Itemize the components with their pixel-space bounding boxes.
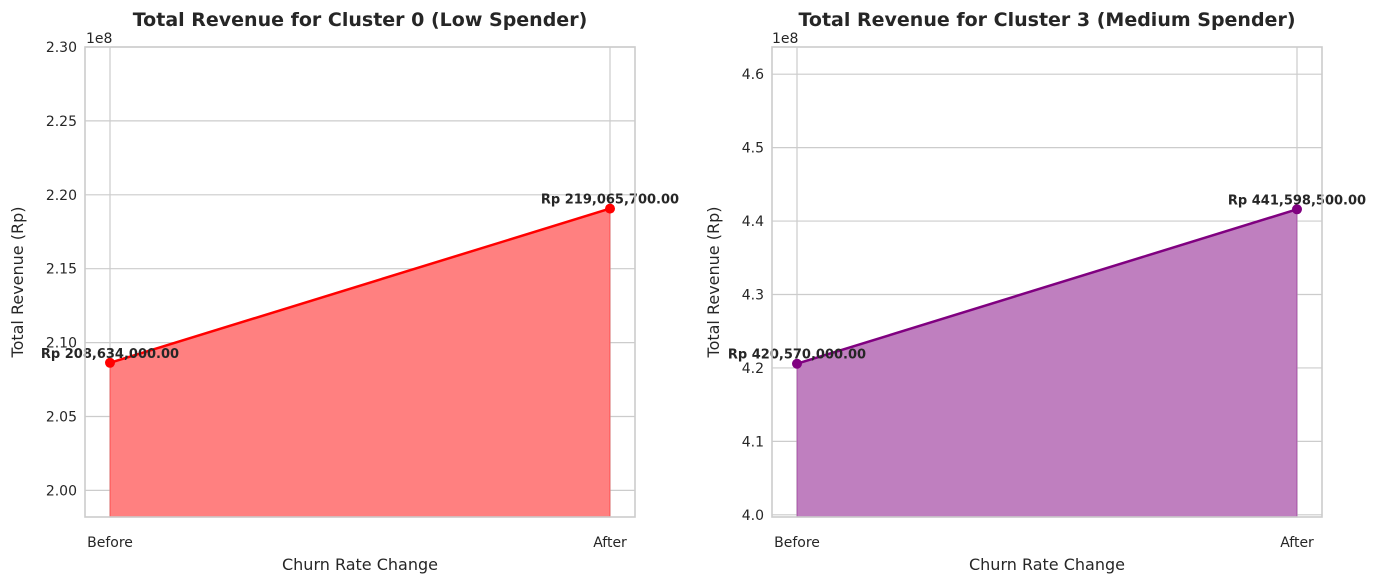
y-tick-label: 2.05 — [46, 409, 77, 425]
y-tick-label: 2.30 — [46, 40, 77, 56]
y-axis-label: Total Revenue (Rp) — [8, 207, 27, 359]
plot-frame — [84, 46, 636, 518]
y-offset-label: 1e8 — [86, 31, 112, 47]
plot-area: 2.00 2.05 2.10 2.15 2.20 2.25 2.30 Before After R… — [41, 40, 679, 551]
x-axis-label: Churn Rate Change — [969, 555, 1125, 574]
y-tick-label: 2.10 — [46, 336, 77, 352]
y-tick-label: 4.0 — [742, 508, 764, 524]
series-line — [796, 208, 1298, 365]
y-tick-label: 4.5 — [742, 141, 764, 157]
y-offset-label: 1e8 — [772, 31, 798, 47]
area-fill — [796, 208, 1298, 518]
data-label: Rp 420,570,000.00 — [728, 348, 866, 363]
data-point — [605, 203, 615, 214]
data-point — [792, 358, 802, 369]
y-tick-label: 2.25 — [46, 114, 77, 130]
y-tick-label: 2.20 — [46, 188, 77, 204]
data-point — [105, 357, 115, 368]
chart-title: Total Revenue for Cluster 3 (Medium Spen… — [798, 9, 1295, 31]
y-tick-label: 4.2 — [742, 361, 764, 377]
data-label: Rp 208,634,000.00 — [41, 347, 179, 362]
data-point — [1292, 204, 1302, 215]
x-tick-label: Before — [774, 535, 820, 551]
plot-area: 4.0 4.1 4.2 4.3 4.4 4.5 4.6 Before After Rp 420,5… — [728, 46, 1366, 551]
series-line — [109, 207, 611, 364]
y-tick-label: 4.6 — [742, 67, 764, 83]
y-tick-label: 2.00 — [46, 483, 77, 499]
plot-frame — [771, 46, 1323, 518]
chart-cluster-0: 2.00 2.05 2.10 2.15 2.20 2.25 2.30 Before After R… — [8, 9, 679, 574]
data-label: Rp 441,598,500.00 — [1228, 193, 1366, 208]
y-tick-label: 2.15 — [46, 262, 77, 278]
x-tick-label: After — [593, 535, 627, 551]
chart-title: Total Revenue for Cluster 0 (Low Spender… — [133, 9, 588, 31]
y-tick-label: 4.3 — [742, 287, 764, 303]
y-tick-label: 4.1 — [742, 434, 764, 450]
area-fill — [109, 207, 611, 518]
x-tick-label: After — [1280, 535, 1314, 551]
data-label: Rp 219,065,700.00 — [541, 193, 679, 208]
chart-cluster-3: 4.0 4.1 4.2 4.3 4.4 4.5 4.6 Before After Rp 420,5… — [704, 9, 1366, 574]
x-tick-label: Before — [87, 535, 133, 551]
y-axis-label: Total Revenue (Rp) — [704, 207, 723, 359]
x-axis-label: Churn Rate Change — [282, 555, 438, 574]
y-tick-label: 4.4 — [742, 214, 764, 230]
